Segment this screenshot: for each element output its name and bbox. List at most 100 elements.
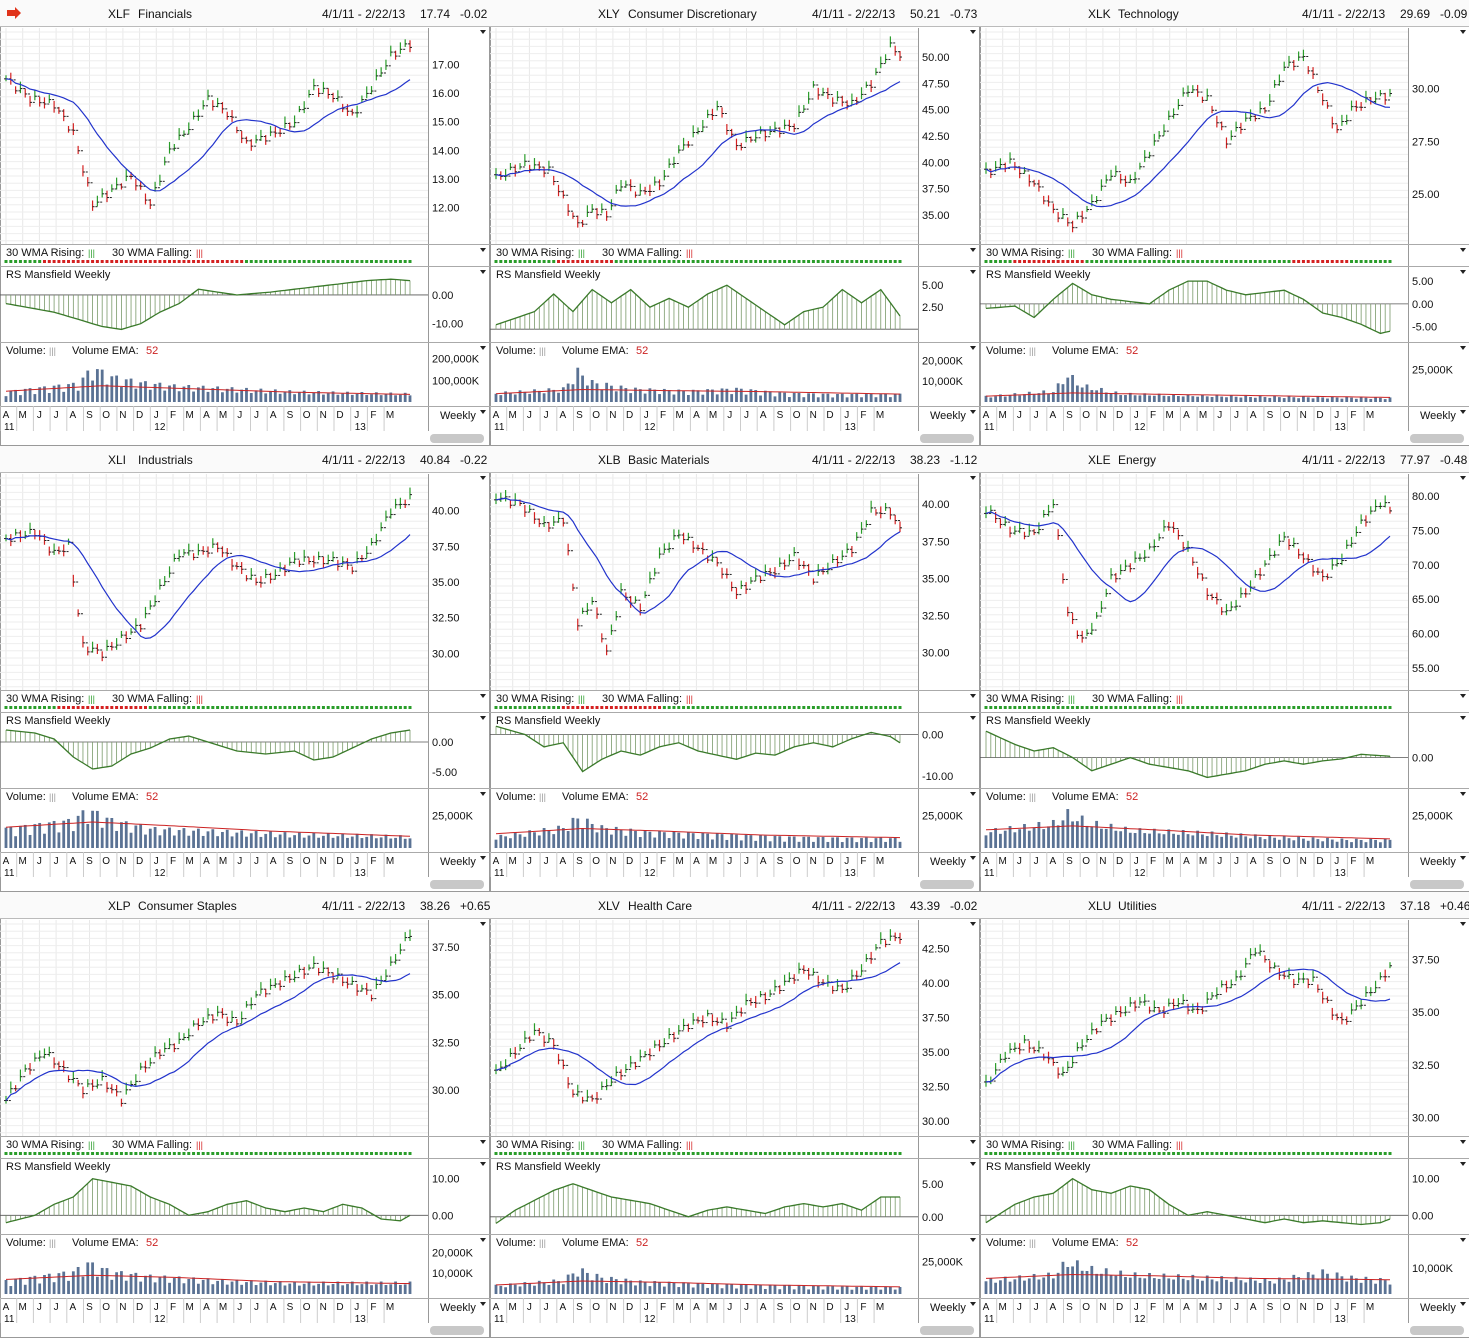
dropdown-arrow-icon[interactable] bbox=[970, 476, 976, 480]
dropdown-arrow-icon[interactable] bbox=[1460, 476, 1466, 480]
wma-signal-dot bbox=[399, 1152, 402, 1155]
price-bar bbox=[297, 106, 301, 123]
volume-bar bbox=[1273, 396, 1276, 402]
price-bar bbox=[715, 557, 719, 566]
dropdown-arrow-icon[interactable] bbox=[970, 716, 976, 720]
volume-bar bbox=[1254, 834, 1257, 848]
volume-bar bbox=[144, 835, 147, 848]
dropdown-arrow-icon[interactable] bbox=[970, 248, 976, 252]
scrollbar-thumb[interactable] bbox=[920, 880, 974, 889]
dropdown-arrow-icon[interactable] bbox=[480, 1140, 486, 1144]
scrollbar-thumb[interactable] bbox=[430, 880, 484, 889]
price-bar bbox=[57, 1061, 61, 1070]
month-label: J bbox=[844, 856, 849, 867]
dropdown-arrow-icon[interactable] bbox=[1460, 856, 1466, 860]
wma-signal-dot bbox=[1114, 706, 1117, 709]
dropdown-arrow-icon[interactable] bbox=[970, 410, 976, 414]
scrollbar-thumb[interactable] bbox=[1410, 880, 1464, 889]
dropdown-arrow-icon[interactable] bbox=[1460, 792, 1466, 796]
wma-signal-dot bbox=[346, 260, 349, 263]
dropdown-arrow-icon[interactable] bbox=[1460, 410, 1466, 414]
dropdown-arrow-icon[interactable] bbox=[480, 476, 486, 480]
scrollbar-thumb[interactable] bbox=[920, 434, 974, 443]
price-bar bbox=[585, 603, 589, 615]
wma-signal-dot bbox=[19, 1152, 22, 1155]
month-label: S bbox=[1066, 856, 1073, 867]
month-label: S bbox=[86, 856, 93, 867]
volume-bar bbox=[375, 838, 378, 848]
price-bar bbox=[249, 568, 253, 580]
dropdown-arrow-icon[interactable] bbox=[1460, 30, 1466, 34]
volume-bar bbox=[548, 830, 551, 848]
volume-bar bbox=[91, 381, 94, 402]
volume-bar bbox=[605, 828, 608, 848]
volume-bar bbox=[586, 386, 589, 402]
volume-bar bbox=[504, 836, 507, 848]
dropdown-arrow-icon[interactable] bbox=[1460, 716, 1466, 720]
wma-signal-dot bbox=[1162, 260, 1165, 263]
dropdown-arrow-icon[interactable] bbox=[1460, 248, 1466, 252]
wma-signal-dot bbox=[692, 260, 695, 263]
wma-signal-dot bbox=[250, 260, 253, 263]
wma-signal-dot bbox=[596, 706, 599, 709]
wma-signal-dot bbox=[879, 260, 882, 263]
dropdown-arrow-icon[interactable] bbox=[480, 270, 486, 274]
scrollbar-thumb[interactable] bbox=[1410, 434, 1464, 443]
dropdown-arrow-icon[interactable] bbox=[480, 410, 486, 414]
dropdown-arrow-icon[interactable] bbox=[480, 248, 486, 252]
wma-signal-dot bbox=[394, 706, 397, 709]
wma-signal-dot bbox=[1187, 260, 1190, 263]
dropdown-arrow-icon[interactable] bbox=[970, 346, 976, 350]
dropdown-arrow-icon[interactable] bbox=[480, 694, 486, 698]
price-bar bbox=[403, 932, 407, 950]
price-tick-label: 35.00 bbox=[922, 573, 950, 585]
dropdown-arrow-icon[interactable] bbox=[1460, 346, 1466, 350]
volume-bar bbox=[875, 397, 878, 402]
price-bar bbox=[1273, 80, 1277, 101]
dropdown-arrow-icon[interactable] bbox=[480, 716, 486, 720]
wma-signal-dot bbox=[336, 1152, 339, 1155]
dropdown-arrow-icon[interactable] bbox=[970, 856, 976, 860]
dropdown-arrow-icon[interactable] bbox=[480, 856, 486, 860]
dropdown-arrow-icon[interactable] bbox=[480, 346, 486, 350]
year-label: 12 bbox=[1134, 422, 1146, 433]
wma-signal-dot bbox=[1321, 260, 1324, 263]
dropdown-arrow-icon[interactable] bbox=[970, 792, 976, 796]
price-bar bbox=[1287, 537, 1291, 550]
header-bar bbox=[0, 446, 490, 472]
month-label: N bbox=[1099, 410, 1106, 421]
rs-tick-label: 5.00 bbox=[1412, 276, 1433, 288]
price-bar bbox=[667, 543, 671, 553]
wma-signal-dot bbox=[269, 1152, 272, 1155]
dropdown-arrow-icon[interactable] bbox=[970, 30, 976, 34]
dropdown-arrow-icon[interactable] bbox=[970, 270, 976, 274]
dropdown-arrow-icon[interactable] bbox=[480, 30, 486, 34]
dropdown-arrow-icon[interactable] bbox=[970, 694, 976, 698]
month-label: J bbox=[527, 410, 532, 421]
dropdown-arrow-icon[interactable] bbox=[1460, 270, 1466, 274]
volume-bar bbox=[91, 811, 94, 848]
dropdown-arrow-icon[interactable] bbox=[480, 792, 486, 796]
month-label: A bbox=[760, 856, 767, 867]
price-bar bbox=[182, 130, 186, 136]
wma-signal-dot bbox=[341, 260, 344, 263]
wma-signal-dot bbox=[346, 706, 349, 709]
volume-bar bbox=[706, 834, 709, 848]
dropdown-arrow-icon[interactable] bbox=[1460, 694, 1466, 698]
dropdown-arrow-icon[interactable] bbox=[480, 1162, 486, 1166]
wma-signal-dot bbox=[86, 706, 89, 709]
scrollbar-thumb[interactable] bbox=[430, 434, 484, 443]
wma-signal-dot bbox=[1384, 706, 1387, 709]
rs-tick-label: 0.00 bbox=[432, 737, 453, 749]
price-bar bbox=[269, 573, 273, 584]
volume-ema-label: Volume EMA: bbox=[1052, 791, 1119, 803]
volume-bar bbox=[197, 387, 200, 402]
dropdown-arrow-icon[interactable] bbox=[480, 922, 486, 926]
